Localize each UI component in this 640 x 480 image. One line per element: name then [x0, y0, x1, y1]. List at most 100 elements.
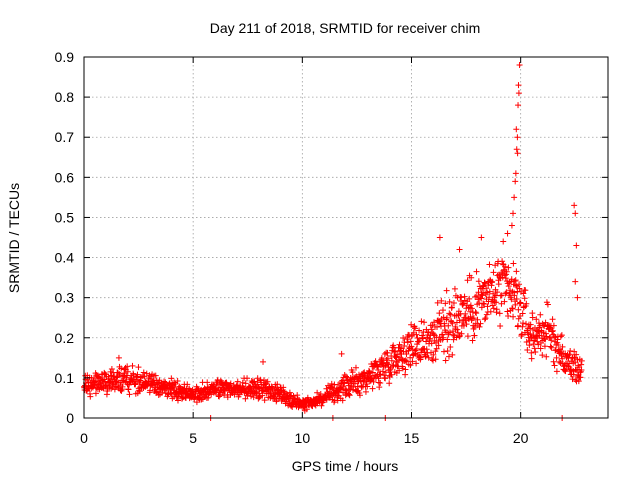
data-point — [430, 351, 437, 358]
data-point — [374, 362, 381, 369]
data-point — [469, 337, 476, 344]
data-point — [433, 345, 440, 352]
data-point — [487, 308, 494, 315]
data-point — [467, 302, 474, 309]
data-point — [486, 261, 493, 268]
data-point — [558, 332, 565, 339]
data-point — [450, 300, 457, 307]
data-point — [511, 278, 518, 285]
data-point — [513, 296, 520, 303]
data-point — [418, 318, 425, 325]
data-point — [527, 321, 534, 328]
y-tick-label: 0.3 — [55, 290, 75, 306]
data-point — [505, 312, 512, 319]
data-point — [434, 299, 441, 306]
y-tick-label: 0.1 — [55, 370, 75, 386]
x-tick-label: 15 — [404, 430, 420, 446]
data-point — [544, 301, 551, 308]
x-tick-label: 0 — [80, 430, 88, 446]
data-point — [537, 311, 544, 318]
data-point — [483, 285, 490, 292]
data-point — [407, 338, 414, 345]
data-point — [362, 388, 369, 395]
data-point — [515, 315, 522, 322]
data-point — [482, 290, 489, 297]
data-point — [508, 222, 515, 229]
data-point — [513, 268, 520, 275]
data-point — [577, 374, 584, 381]
data-point — [388, 357, 395, 364]
data-point — [124, 368, 131, 375]
data-point — [473, 292, 480, 299]
data-point — [523, 300, 530, 307]
data-point — [323, 385, 330, 392]
data-point — [384, 349, 391, 356]
data-point — [242, 395, 249, 402]
data-point — [425, 354, 432, 361]
data-point — [489, 302, 496, 309]
data-point — [513, 126, 520, 133]
data-point — [314, 389, 321, 396]
data-point — [161, 378, 168, 385]
data-point — [482, 315, 489, 322]
data-point — [521, 295, 528, 302]
data-point — [442, 300, 449, 307]
data-point — [432, 356, 439, 363]
data-point — [509, 305, 516, 312]
data-point — [543, 333, 550, 340]
data-point — [572, 278, 579, 285]
data-point — [264, 378, 271, 385]
data-point — [416, 353, 423, 360]
data-point — [341, 371, 348, 378]
data-point — [514, 150, 521, 157]
data-point — [515, 322, 522, 329]
data-point — [451, 285, 458, 292]
data-point — [369, 385, 376, 392]
data-point — [115, 354, 122, 361]
data-point — [496, 310, 503, 317]
data-point — [504, 308, 511, 315]
data-point — [550, 358, 557, 365]
data-point — [470, 315, 477, 322]
data-point — [454, 329, 461, 336]
data-point — [522, 287, 529, 294]
data-point — [572, 210, 579, 217]
data-point — [498, 292, 505, 299]
data-point — [550, 322, 557, 329]
data-point — [480, 300, 487, 307]
data-point — [261, 397, 268, 404]
data-point — [244, 375, 251, 382]
data-point — [167, 390, 174, 397]
data-point — [454, 326, 461, 333]
data-point — [519, 310, 526, 317]
data-point — [302, 403, 309, 410]
data-point — [466, 295, 473, 302]
data-point — [558, 347, 565, 354]
data-point — [386, 380, 393, 387]
data-point — [434, 324, 441, 331]
data-point — [116, 370, 123, 377]
data-point — [171, 384, 178, 391]
data-point — [549, 316, 556, 323]
data-point — [503, 268, 510, 275]
data-point — [214, 376, 221, 383]
data-point — [481, 316, 488, 323]
data-point — [462, 310, 469, 317]
data-point — [523, 320, 530, 327]
data-point — [446, 329, 453, 336]
data-point — [458, 330, 465, 337]
data-point — [440, 334, 447, 341]
x-tick-label: 10 — [295, 430, 311, 446]
data-point — [358, 384, 365, 391]
y-tick-label: 0.6 — [55, 169, 75, 185]
data-point — [107, 368, 114, 375]
axis-ticks: 0 0.1 0.2 0.3 0.4 0.5 0.6 0.7 0.8 0.9 0 5 10 15 20 — [55, 49, 608, 446]
data-point — [473, 268, 480, 275]
data-point — [519, 323, 526, 330]
data-point — [140, 369, 147, 376]
data-point — [339, 397, 346, 404]
data-point — [184, 381, 191, 388]
data-point — [460, 300, 467, 307]
